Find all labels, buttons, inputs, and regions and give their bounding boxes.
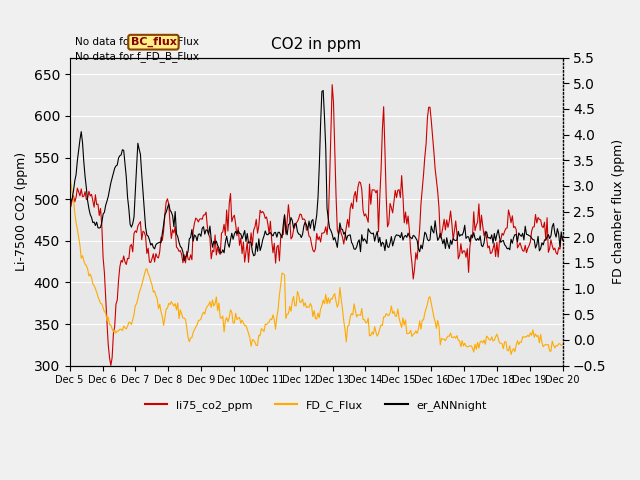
Legend: li75_co2_ppm, FD_C_Flux, er_ANNnight: li75_co2_ppm, FD_C_Flux, er_ANNnight: [141, 396, 492, 416]
li75_co2_ppm: [557, 232, 565, 238]
li75_co2_ppm: [493, 240, 500, 245]
Text: No data for f_FD_B_Flux: No data for f_FD_B_Flux: [75, 51, 198, 62]
Y-axis label: Li-7500 CO2 (ppm): Li-7500 CO2 (ppm): [15, 152, 28, 271]
li75_co2_ppm: [420, 171, 428, 177]
FD_C_Flux: [83, 263, 90, 268]
er_ANNnight: [180, 258, 188, 264]
li75_co2_ppm: [328, 82, 336, 87]
er_ANNnight: [493, 231, 500, 237]
FD_C_Flux: [508, 351, 515, 357]
FD_C_Flux: [319, 297, 327, 303]
li75_co2_ppm: [321, 229, 328, 235]
Line: li75_co2_ppm: li75_co2_ppm: [70, 84, 563, 365]
Title: CO2 in ppm: CO2 in ppm: [271, 37, 361, 52]
er_ANNnight: [83, 185, 90, 191]
FD_C_Flux: [559, 342, 566, 348]
FD_C_Flux: [556, 341, 564, 347]
er_ANNnight: [319, 87, 327, 93]
Y-axis label: FD chamber flux (ppm): FD chamber flux (ppm): [612, 139, 625, 284]
Text: No data for f_FD_A_Flux: No data for f_FD_A_Flux: [75, 36, 198, 47]
er_ANNnight: [322, 145, 330, 151]
er_ANNnight: [557, 229, 565, 235]
li75_co2_ppm: [559, 235, 566, 240]
er_ANNnight: [98, 220, 106, 226]
FD_C_Flux: [490, 337, 498, 343]
er_ANNnight: [559, 237, 566, 243]
FD_C_Flux: [66, 170, 74, 176]
Text: BC_flux: BC_flux: [131, 37, 177, 48]
er_ANNnight: [66, 204, 74, 210]
li75_co2_ppm: [66, 204, 74, 210]
FD_C_Flux: [417, 326, 425, 332]
er_ANNnight: [420, 238, 428, 243]
FD_C_Flux: [98, 301, 106, 307]
li75_co2_ppm: [83, 197, 90, 203]
li75_co2_ppm: [98, 223, 106, 228]
li75_co2_ppm: [107, 362, 115, 368]
Line: FD_C_Flux: FD_C_Flux: [70, 173, 563, 354]
Line: er_ANNnight: er_ANNnight: [70, 90, 563, 261]
